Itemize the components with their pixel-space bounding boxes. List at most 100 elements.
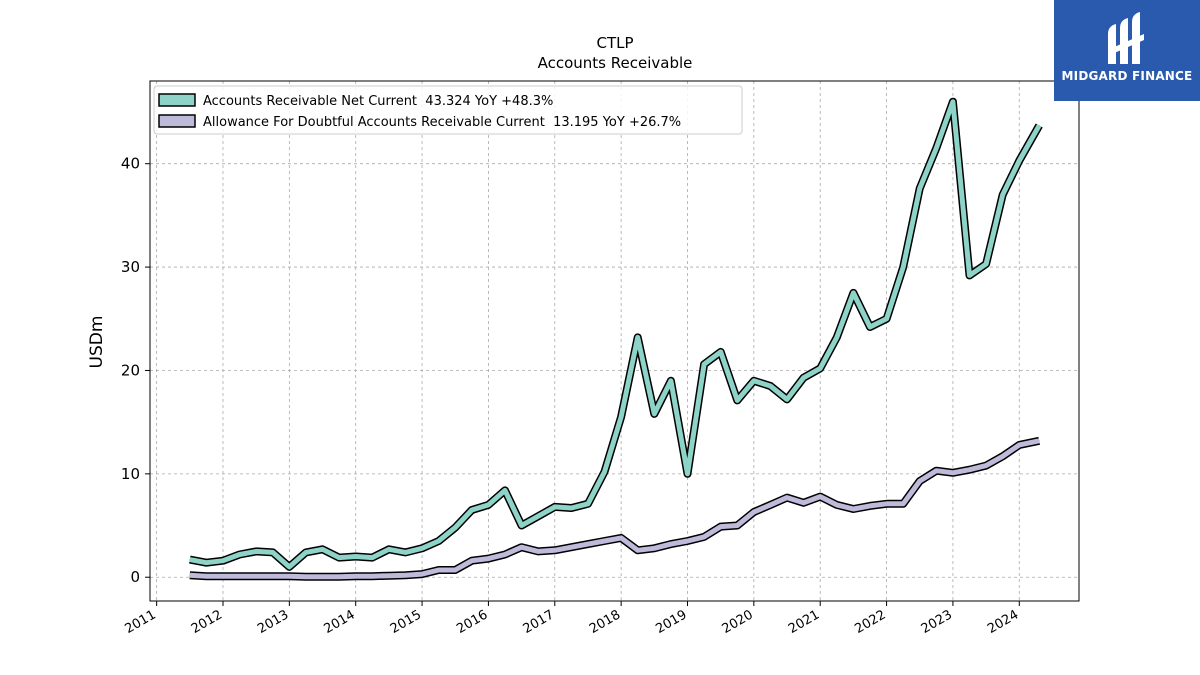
chart-subtitle: Accounts Receivable [538, 54, 693, 72]
data-point-0 [869, 326, 871, 328]
x-tick-label: 2023 [919, 607, 955, 637]
data-point-1 [769, 504, 772, 506]
data-point-1 [471, 560, 473, 562]
data-point-1 [753, 511, 755, 513]
y-tick-label: 10 [121, 465, 140, 483]
legend-label-accounts-receivable: Accounts Receivable Net Current 43.324 Y… [203, 94, 553, 109]
data-point-0 [886, 318, 888, 320]
data-point-0 [205, 562, 207, 564]
data-point-1 [222, 575, 224, 577]
midgard-finance-logo-icon [1108, 12, 1144, 64]
data-point-0 [736, 399, 738, 401]
data-point-1 [521, 546, 523, 548]
data-point-0 [686, 473, 689, 475]
y-tick-label: 20 [121, 361, 140, 379]
data-point-1 [305, 576, 307, 578]
series-line-1 [189, 438, 1040, 580]
data-point-1 [404, 574, 407, 576]
data-point-0 [388, 548, 390, 550]
data-point-1 [487, 558, 489, 560]
data-point-0 [404, 551, 407, 554]
data-point-1 [637, 549, 639, 551]
data-point-0 [255, 550, 257, 553]
data-point-1 [1002, 455, 1004, 457]
data-point-0 [504, 489, 506, 491]
data-point-0 [819, 367, 821, 369]
data-point-0 [272, 551, 274, 554]
data-point-1 [952, 472, 954, 474]
x-tick-label: 2020 [720, 607, 756, 637]
x-tick-label: 2015 [388, 607, 424, 637]
data-point-0 [521, 524, 523, 527]
data-point-0 [935, 147, 937, 149]
data-point-0 [1018, 160, 1020, 162]
data-point-1 [852, 508, 855, 510]
data-point-1 [786, 497, 788, 499]
data-point-1 [570, 546, 573, 548]
data-point-0 [786, 398, 788, 400]
data-point-0 [902, 266, 904, 268]
data-point-0 [338, 557, 340, 559]
data-point-0 [919, 187, 921, 190]
y-axis-ticks: 0 10 20 30 40 [121, 155, 150, 586]
data-point-0 [1002, 194, 1004, 196]
data-point-1 [554, 549, 556, 551]
data-point-1 [239, 575, 241, 577]
chart-title: CTLP [596, 34, 633, 52]
data-point-0 [1038, 124, 1040, 127]
data-point-0 [753, 380, 755, 382]
x-tick-label: 2014 [322, 607, 358, 637]
series-outline-1 [189, 436, 1041, 581]
data-point-0 [487, 504, 489, 506]
x-axis-ticks: 2011 2012 2013 2014 2015 2016 2017 2018 2019 2020… [122, 601, 1021, 637]
data-point-0 [371, 557, 373, 559]
data-point-0 [239, 553, 241, 556]
data-point-0 [653, 413, 655, 415]
series-layer [189, 97, 1043, 581]
data-point-0 [321, 548, 324, 550]
data-point-1 [388, 575, 390, 577]
x-tick-label: 2018 [587, 607, 623, 637]
data-point-0 [620, 416, 622, 418]
data-point-0 [454, 527, 456, 529]
data-point-0 [637, 336, 639, 338]
data-point-0 [305, 551, 307, 554]
data-point-1 [504, 553, 506, 556]
legend-box [153, 85, 743, 135]
data-point-0 [985, 263, 987, 265]
brand-logo: MIDGARD FINANCE [1054, 0, 1200, 101]
data-point-1 [670, 543, 672, 545]
data-point-1 [720, 526, 722, 528]
data-point-0 [554, 506, 556, 508]
x-tick-label: 2016 [454, 607, 490, 637]
data-point-1 [886, 503, 888, 505]
x-tick-label: 2019 [653, 607, 689, 637]
data-point-1 [421, 573, 423, 575]
data-point-1 [919, 480, 921, 482]
data-point-1 [1038, 440, 1040, 442]
data-point-0 [587, 503, 589, 505]
data-point-1 [736, 524, 738, 527]
data-point-0 [222, 560, 224, 562]
data-point-1 [321, 576, 324, 578]
plot-area-frame [149, 80, 1080, 602]
y-tick-label: 40 [121, 155, 140, 173]
data-point-0 [288, 566, 290, 568]
legend-label-allowance: Allowance For Doubtful Accounts Receivab… [203, 115, 681, 130]
data-point-1 [902, 503, 904, 505]
data-point-1 [869, 505, 871, 507]
data-point-0 [355, 555, 357, 558]
data-point-0 [803, 377, 805, 379]
data-point-1 [454, 569, 456, 571]
data-point-0 [703, 363, 705, 365]
data-point-1 [803, 502, 805, 504]
data-point-1 [836, 504, 838, 506]
x-tick-label: 2022 [852, 607, 888, 637]
data-point-1 [288, 575, 290, 577]
data-point-0 [952, 101, 954, 103]
y-tick-label: 30 [121, 258, 140, 276]
data-point-0 [471, 509, 473, 511]
data-point-1 [1018, 444, 1020, 446]
data-point-0 [769, 385, 772, 387]
